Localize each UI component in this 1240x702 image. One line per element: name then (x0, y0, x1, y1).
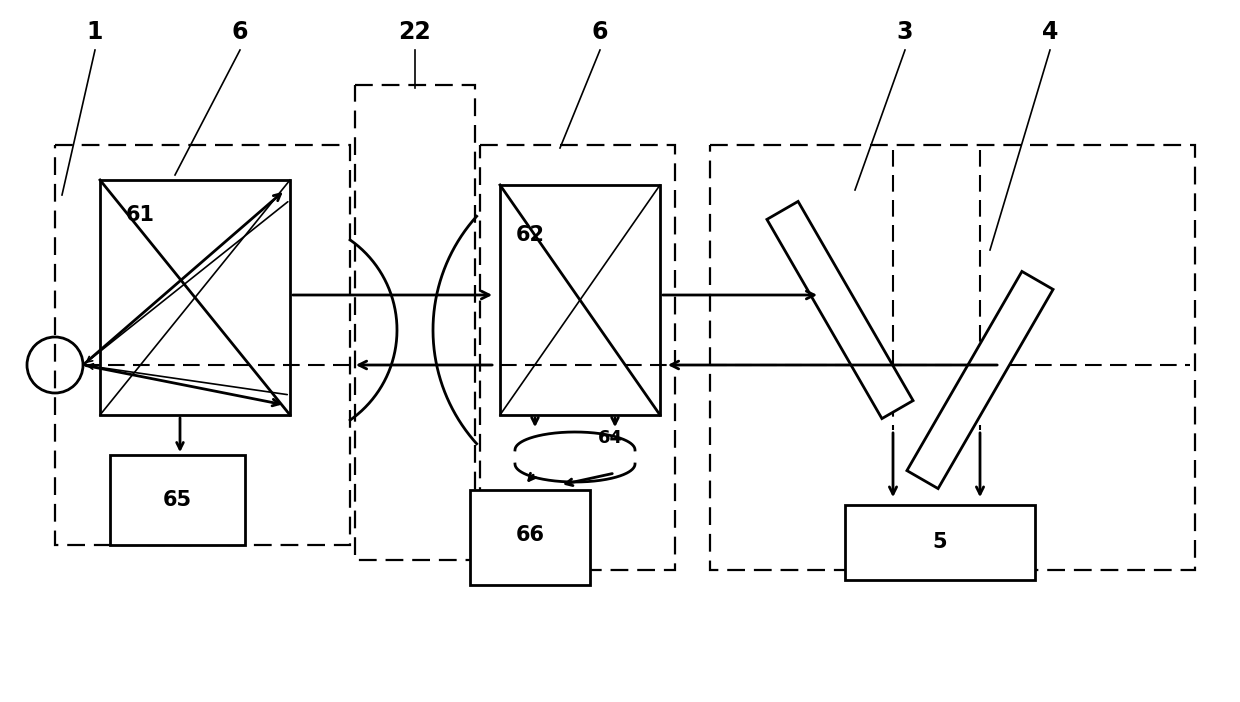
Text: 66: 66 (516, 525, 544, 545)
Bar (844, 505, 1035, 580)
Text: 62: 62 (516, 225, 544, 245)
Polygon shape (766, 201, 913, 418)
Bar (480, 145, 675, 570)
Text: 6: 6 (232, 20, 248, 44)
Text: 6: 6 (591, 20, 609, 44)
Bar (500, 185, 660, 415)
Text: 22: 22 (398, 20, 432, 44)
Polygon shape (906, 272, 1053, 489)
Bar (470, 490, 590, 585)
Bar (110, 455, 246, 545)
Text: 3: 3 (897, 20, 913, 44)
Bar (55, 145, 350, 545)
Text: 4: 4 (1042, 20, 1058, 44)
Text: 64: 64 (598, 429, 622, 447)
Bar (100, 180, 290, 415)
Text: 5: 5 (932, 532, 947, 552)
Bar (355, 85, 475, 560)
Text: 61: 61 (125, 205, 155, 225)
Bar (711, 145, 1195, 570)
Text: 65: 65 (162, 490, 191, 510)
Text: 1: 1 (87, 20, 103, 44)
